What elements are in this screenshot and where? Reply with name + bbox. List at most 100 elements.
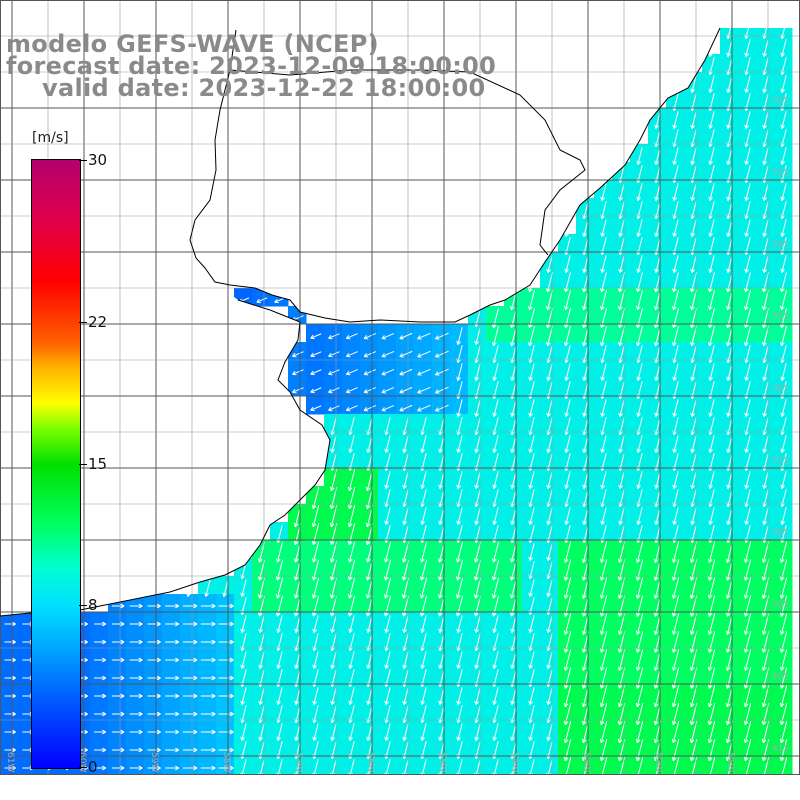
- wind-arrow: [275, 595, 284, 617]
- field-cell: [216, 612, 235, 631]
- wind-arrow: [690, 272, 697, 293]
- field-cell: [504, 468, 523, 487]
- field-cell: [378, 756, 397, 775]
- field-cell: [720, 72, 739, 91]
- wind-arrow: [420, 507, 427, 525]
- field-cell: [630, 558, 649, 577]
- field-cell: [702, 666, 721, 685]
- field-cell: [342, 702, 361, 721]
- wind-arrow: [381, 386, 395, 394]
- field-cell: [756, 702, 775, 721]
- field-cell: [234, 648, 253, 667]
- colorbar-unit: [m/s]: [32, 130, 69, 146]
- field-cell: [378, 540, 397, 559]
- field-cell: [738, 576, 757, 595]
- wind-arrow: [563, 541, 572, 563]
- field-cell: [648, 540, 667, 559]
- field-cell: [432, 702, 451, 721]
- coastline-north: [189, 27, 721, 323]
- field-cell: [666, 306, 685, 325]
- wind-arrow: [330, 723, 337, 741]
- wind-arrow: [635, 613, 644, 635]
- field-cell: [126, 702, 145, 721]
- wind-arrow: [528, 308, 535, 329]
- wind-arrow: [275, 559, 284, 581]
- wind-arrow: [762, 75, 769, 93]
- field-cell: [396, 612, 415, 631]
- wind-arrow: [348, 651, 355, 669]
- field-cell: [396, 702, 415, 721]
- field-cell: [234, 630, 253, 649]
- wind-arrow: [618, 272, 625, 293]
- wind-arrow: [456, 435, 463, 453]
- field-cell: [540, 558, 559, 577]
- wind-arrow: [672, 308, 679, 329]
- field-cell: [180, 738, 199, 757]
- wind-arrow: [276, 723, 283, 741]
- field-cell: [648, 414, 667, 433]
- wind-arrow: [182, 711, 198, 717]
- field-cell: [594, 414, 613, 433]
- field-cell: [360, 612, 379, 631]
- field-cell: [756, 414, 775, 433]
- wind-arrow: [654, 399, 661, 417]
- wind-arrow: [564, 471, 571, 489]
- wind-arrow: [474, 471, 481, 489]
- lat-label: 36S: [772, 384, 789, 394]
- field-cell: [432, 756, 451, 775]
- wind-arrow: [762, 471, 769, 489]
- wind-arrow: [635, 703, 644, 726]
- wind-arrow: [779, 613, 788, 635]
- field-cell: [666, 720, 685, 739]
- field-cell: [720, 612, 739, 631]
- field-cell: [0, 648, 19, 667]
- field-cell: [702, 414, 721, 433]
- field-cell: [720, 702, 739, 721]
- wind-arrow: [366, 651, 373, 669]
- wind-arrow: [563, 703, 572, 726]
- field-cell: [684, 594, 703, 613]
- field-cell: [630, 162, 649, 181]
- field-cell: [90, 756, 109, 775]
- wind-arrow: [240, 723, 247, 741]
- field-cell: [108, 612, 127, 631]
- field-cell: [486, 666, 505, 685]
- wind-arrow: [258, 651, 265, 669]
- field-cell: [486, 396, 505, 415]
- field-cell: [378, 522, 397, 541]
- field-cell: [756, 162, 775, 181]
- field-cell: [612, 198, 631, 217]
- field-cell: [648, 360, 667, 379]
- wind-arrow: [147, 693, 161, 699]
- field-cell: [108, 720, 127, 739]
- wind-arrow: [417, 386, 431, 394]
- wind-arrow: [384, 615, 391, 633]
- field-cell: [684, 162, 703, 181]
- field-cell: [702, 720, 721, 739]
- field-cell: [360, 540, 379, 559]
- field-cell: [486, 450, 505, 469]
- field-cell: [288, 738, 307, 757]
- wind-arrow: [383, 559, 392, 581]
- field-cell: [774, 90, 793, 109]
- wind-arrow: [147, 711, 161, 717]
- wind-arrow: [779, 559, 788, 581]
- wind-arrow: [399, 368, 413, 376]
- field-cell: [774, 702, 793, 721]
- field-cell: [702, 558, 721, 577]
- lon-label: 61W: [5, 752, 15, 772]
- field-cell: [288, 504, 307, 523]
- wind-arrow: [435, 350, 449, 358]
- field-cell: [666, 126, 685, 145]
- field-cell: [738, 630, 757, 649]
- field-cell: [774, 576, 793, 595]
- wind-arrow: [240, 615, 247, 633]
- field-cell: [396, 738, 415, 757]
- lon-label: 54W: [509, 752, 519, 772]
- wind-arrow: [399, 404, 413, 412]
- field-cell: [684, 396, 703, 415]
- wind-arrow: [546, 615, 553, 633]
- field-cell: [666, 576, 685, 595]
- colorbar: [31, 159, 81, 769]
- field-cell: [756, 540, 775, 559]
